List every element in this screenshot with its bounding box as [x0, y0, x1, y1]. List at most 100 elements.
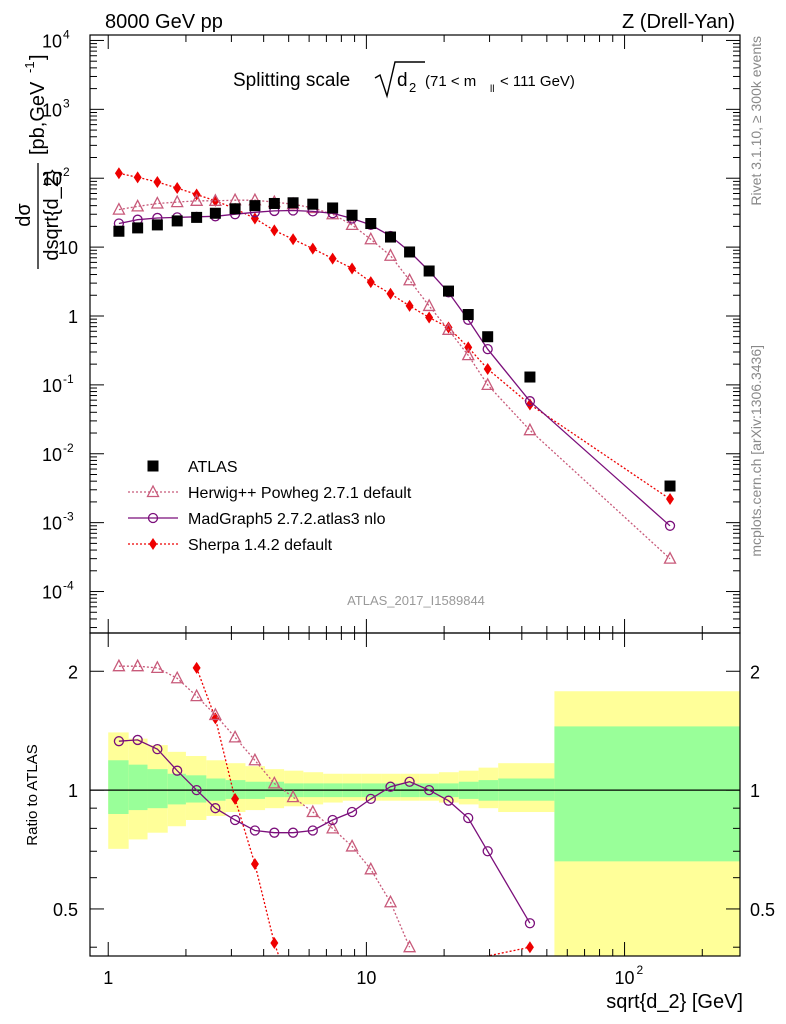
data-point	[270, 936, 279, 949]
ratio-series	[112, 658, 536, 956]
x-tick-label: 1	[103, 968, 113, 988]
data-point	[524, 918, 536, 929]
data-point	[133, 171, 142, 184]
data-point	[443, 795, 454, 806]
data-point	[482, 344, 493, 355]
data-point	[481, 377, 495, 391]
data-point	[425, 311, 434, 324]
data-point	[345, 217, 359, 231]
data-point	[190, 193, 204, 206]
ratio-y-tick-label-right: 2	[750, 662, 760, 682]
y-tick-label: 10	[42, 445, 62, 465]
data-point	[250, 212, 259, 225]
data-point	[403, 272, 417, 286]
series-line	[118, 739, 531, 924]
data-point	[423, 265, 435, 277]
data-point	[131, 198, 145, 212]
data-point	[364, 861, 378, 875]
data-point	[403, 939, 417, 953]
data-point	[328, 252, 337, 265]
series-line	[118, 209, 671, 527]
data-point	[208, 193, 222, 206]
data-point	[147, 460, 159, 472]
legend: ATLAS Herwig++ Powheg 2.7.1 default MadGra…	[128, 459, 412, 554]
ratio-y-tick-label: 1	[68, 781, 78, 801]
data-point	[348, 262, 357, 275]
y-tick-label-exp: -3	[63, 510, 74, 524]
data-point	[523, 422, 537, 436]
main-panel: ATLAS Herwig++ Powheg 2.7.1 default MadGra…	[13, 27, 741, 634]
data-point	[308, 242, 317, 255]
data-point	[132, 734, 143, 746]
data-point	[190, 688, 204, 702]
data-point	[463, 812, 474, 824]
data-point	[422, 298, 436, 312]
data-point	[114, 167, 123, 180]
data-point	[208, 707, 222, 721]
data-point	[405, 299, 414, 312]
data-point	[173, 182, 182, 195]
data-point	[209, 207, 221, 219]
y-tick-label: 10	[58, 238, 78, 258]
y-tick-label: 10	[42, 376, 62, 396]
data-point	[663, 551, 677, 564]
data-point	[210, 803, 221, 814]
ratio-bands	[108, 691, 740, 956]
data-point	[170, 194, 184, 208]
y-title-units-exp: -1	[22, 61, 37, 73]
data-point	[443, 285, 455, 297]
series-line	[118, 665, 411, 948]
data-point	[524, 396, 536, 407]
y-tick-label: 10	[42, 514, 62, 534]
data-point	[346, 209, 358, 221]
data-point	[231, 792, 240, 805]
data-point	[151, 219, 163, 231]
data-point	[482, 846, 493, 857]
series-line	[118, 172, 671, 500]
data-point	[307, 825, 318, 836]
data-point	[383, 248, 398, 261]
ratio-y-tick-label: 0.5	[53, 900, 78, 920]
data-point	[306, 804, 320, 818]
data-point	[287, 827, 299, 838]
data-point	[364, 231, 378, 245]
series-line	[195, 667, 531, 956]
process-label: Z (Drell-Yan)	[622, 11, 735, 33]
ratio-panel: 1 10 10 20.5 0.51 12 2 Ratio to ATLAS sqrt{d_2…	[24, 632, 775, 1013]
data-point	[525, 398, 534, 411]
data-point	[287, 197, 299, 209]
plot-title-cut-tail: < 111 GeV)	[500, 73, 575, 90]
data-point	[113, 736, 125, 747]
y-title-units: [pb,GeV	[27, 81, 49, 155]
data-point	[171, 215, 183, 227]
data-point	[525, 941, 534, 954]
x-axis-title: sqrt{d_2} [GeV]	[606, 991, 743, 1013]
data-point	[327, 202, 339, 214]
data-point	[385, 231, 397, 243]
data-point	[150, 660, 164, 674]
data-point	[404, 776, 415, 787]
data-point	[286, 789, 300, 803]
plot-title-symbol: d	[397, 70, 408, 91]
data-point	[423, 784, 435, 796]
legend-label: MadGraph5 2.7.2.atlas3 nlo	[188, 511, 386, 528]
data-point	[131, 658, 145, 672]
data-point	[307, 198, 319, 210]
data-point	[147, 512, 159, 524]
data-point	[113, 225, 125, 237]
data-point	[482, 331, 494, 343]
data-point	[664, 480, 676, 492]
band-inner-segment	[108, 760, 129, 814]
data-point	[170, 670, 184, 684]
plot-title: Splitting scale d 2 (71 < m ll < 111 GeV…	[233, 61, 575, 99]
data-point	[365, 793, 376, 805]
mcplots-label: mcplots.cern.ch [arXiv:1306.3436]	[748, 345, 764, 557]
y-tick-label: 10	[42, 583, 62, 603]
data-point	[153, 176, 162, 189]
y-tick-label-exp: 4	[63, 27, 70, 41]
data-point	[150, 196, 164, 209]
y-tick-label: 1	[68, 307, 78, 327]
main-series	[112, 167, 677, 564]
